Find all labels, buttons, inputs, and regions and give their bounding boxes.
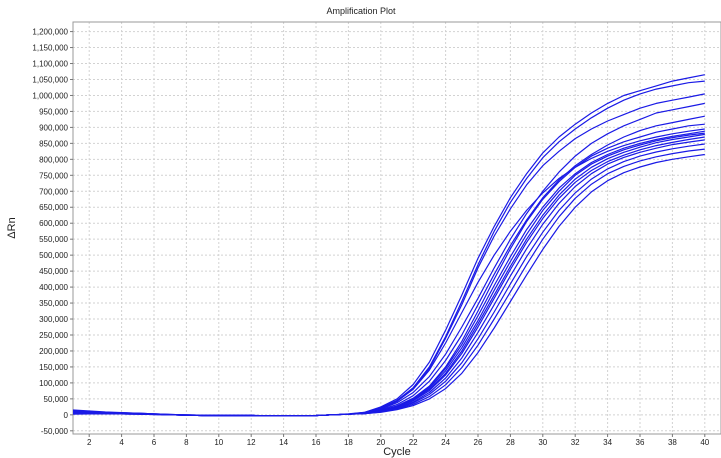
grid [73, 22, 721, 434]
x-tick-label: 40 [700, 438, 709, 447]
x-tick-label: 36 [636, 438, 645, 447]
x-tick-label: 8 [184, 438, 189, 447]
y-tick-label: 100,000 [39, 379, 68, 388]
y-tick-label: 1,100,000 [32, 60, 68, 69]
y-tick-label: 600,000 [39, 219, 68, 228]
x-tick-label: 30 [538, 438, 547, 447]
x-tick-label: 38 [668, 438, 677, 447]
x-axis-label: Cycle [383, 446, 411, 458]
y-tick-label: 500,000 [39, 251, 68, 260]
x-tick-label: 12 [247, 438, 256, 447]
y-tick-label: 800,000 [39, 155, 68, 164]
series-group [72, 74, 705, 417]
x-tick-label: 24 [441, 438, 450, 447]
y-tick-label: 200,000 [39, 347, 68, 356]
y-tick-label: 1,000,000 [32, 91, 68, 100]
y-tick-label: 1,050,000 [32, 75, 68, 84]
y-tick-label: 700,000 [39, 187, 68, 196]
y-axis-label: ΔRn [6, 217, 18, 238]
y-tick-label: 300,000 [39, 315, 68, 324]
x-tick-label: 2 [87, 438, 92, 447]
y-tick-label: 150,000 [39, 363, 68, 372]
series-line-15 [72, 128, 705, 417]
y-tick-label: 550,000 [39, 235, 68, 244]
x-tick-label: 16 [312, 438, 321, 447]
y-tick-label: 400,000 [39, 283, 68, 292]
x-tick-label: 6 [152, 438, 157, 447]
y-tick-label: 450,000 [39, 267, 68, 276]
y-tick-label: 950,000 [39, 107, 68, 116]
y-tick-label: 850,000 [39, 139, 68, 148]
chart-title: Amplification Plot [326, 6, 396, 16]
x-tick-label: 4 [119, 438, 124, 447]
y-tick-label: 350,000 [39, 299, 68, 308]
y-tick-label: 650,000 [39, 203, 68, 212]
plot-area-border [72, 21, 721, 435]
y-tick-label: -50,000 [41, 427, 69, 436]
x-tick-label: 22 [409, 438, 418, 447]
y-tick-label: 50,000 [44, 395, 69, 404]
y-axis-ticks: -50,000 0 50,000 100,000 150,000 200,000 250,0… [32, 28, 73, 436]
y-tick-label: 900,000 [39, 123, 68, 132]
x-axis-ticks: 2 4 6 8 10 12 14 16 18 20 22 24 26 28 30 32 34 36 38 40 [87, 434, 710, 447]
x-tick-label: 28 [506, 438, 515, 447]
y-tick-label: 250,000 [39, 331, 68, 340]
x-tick-label: 26 [474, 438, 483, 447]
x-tick-label: 18 [344, 438, 353, 447]
y-tick-label: 1,200,000 [32, 28, 68, 37]
y-tick-label: 0 [64, 411, 69, 420]
x-tick-label: 10 [214, 438, 223, 447]
x-tick-label: 32 [571, 438, 580, 447]
x-tick-label: 20 [376, 438, 385, 447]
x-tick-label: 14 [279, 438, 288, 447]
y-tick-label: 750,000 [39, 171, 68, 180]
x-tick-label: 34 [603, 438, 612, 447]
y-tick-label: 1,150,000 [32, 44, 68, 53]
